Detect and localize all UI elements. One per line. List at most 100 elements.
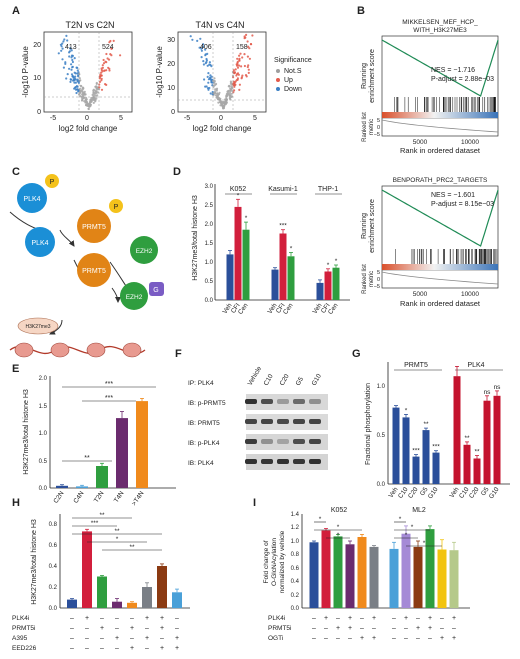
plk4-node-2-label: PLK4 <box>31 240 48 247</box>
e-ytick: 1.0 <box>39 431 48 437</box>
volcano-point <box>249 43 253 46</box>
significance-label: * <box>237 192 240 199</box>
gsea-2-rl-tick: −5 <box>374 284 380 290</box>
treatment-matrix-cell: – <box>175 625 179 632</box>
bar <box>226 254 234 300</box>
d-ytick: 2.0 <box>205 222 214 228</box>
bar <box>127 602 137 609</box>
volcano-point <box>243 37 246 40</box>
volcano-point <box>88 105 91 108</box>
treatment-matrix-cell: + <box>85 615 89 622</box>
volcano-1-ytick: 20 <box>33 42 41 49</box>
treatment-matrix-cell: + <box>175 645 179 652</box>
phosphate-1-label: P <box>50 179 55 186</box>
g-ytick: 0.0 <box>377 482 386 488</box>
volcano-point <box>224 100 228 104</box>
panel-g-letter: G <box>352 348 361 360</box>
h-treatment-label: PRMT5i <box>12 625 35 632</box>
x-tick-label: CFI <box>230 302 242 315</box>
volcano-point <box>229 80 232 83</box>
h-ytick: 0.2 <box>49 585 58 591</box>
treatment-matrix-cell: – <box>312 615 316 622</box>
gsea-2-enrichment-curve <box>381 189 499 247</box>
volcano-2-xlabel: log2 fold change <box>193 124 252 133</box>
treatment-matrix-cell: + <box>452 635 456 642</box>
prmt5-node-1 <box>77 209 111 243</box>
volcano-point <box>208 61 211 64</box>
treatment-matrix-cell: + <box>160 645 164 652</box>
x-tick-label: CFI <box>275 302 287 315</box>
volcano-point <box>202 63 205 66</box>
blot-lane-label: G10 <box>311 373 323 387</box>
volcano-point <box>234 80 237 83</box>
volcano-point <box>70 68 73 71</box>
i-ytick: 0.2 <box>291 593 300 599</box>
volcano-point <box>68 55 71 58</box>
volcano-point <box>69 47 72 50</box>
bar <box>234 206 242 300</box>
nucleosome <box>50 342 70 358</box>
volcano-point <box>241 56 244 59</box>
volcano-point <box>202 60 205 63</box>
gsea-1-rl-tick: −5 <box>374 132 380 138</box>
volcano-point <box>81 97 84 100</box>
volcano-point <box>204 85 207 88</box>
e-ytick: 2.0 <box>39 376 48 382</box>
volcano-point <box>230 92 233 95</box>
blot-band <box>309 439 321 444</box>
d-group-label: THP-1 <box>318 186 338 193</box>
volcano-point <box>87 104 90 107</box>
significance-label: ** <box>464 435 470 442</box>
volcano-point <box>95 92 98 95</box>
volcano-point <box>84 100 87 104</box>
volcano-point <box>70 49 73 52</box>
treatment-matrix-cell: – <box>130 635 134 642</box>
g-ytick: 1.0 <box>377 384 386 390</box>
bar <box>425 529 435 608</box>
volcano-point <box>217 101 220 104</box>
i-group-label: K052 <box>331 507 347 514</box>
blot-band <box>261 439 273 444</box>
volcano-point <box>243 64 246 68</box>
volcano-2-xtick: 5 <box>253 115 257 122</box>
treatment-matrix-cell: – <box>145 645 149 652</box>
d-group-label: Kasumi-1 <box>268 186 298 193</box>
volcano-point <box>99 75 102 78</box>
x-tick-label: G5 <box>419 486 430 497</box>
volcano-point <box>63 38 66 41</box>
bar <box>453 376 461 484</box>
bar <box>279 233 287 300</box>
volcano-point <box>191 38 194 41</box>
bar <box>96 466 108 488</box>
chart-i: Fold change of O-GlcNAcylation normalize… <box>263 507 470 642</box>
treatment-matrix-cell: – <box>130 615 134 622</box>
treatment-matrix-cell: – <box>324 635 328 642</box>
plk4-node-1-label: PLK4 <box>23 196 40 203</box>
ezh2-node-2 <box>120 282 148 310</box>
x-tick-label: Cen <box>327 302 340 316</box>
volcano-point <box>246 55 249 58</box>
treatment-matrix-cell: – <box>312 635 316 642</box>
h-ytick: 0.0 <box>49 606 58 612</box>
blot-row-label: IP: PLK4 <box>188 380 214 387</box>
volcano-point <box>89 103 92 106</box>
treatment-matrix-cell: + <box>416 625 420 632</box>
i-ytick: 0.6 <box>291 566 300 572</box>
treatment-matrix-cell: – <box>416 635 420 642</box>
gsea-2-rank-gradient <box>382 264 498 270</box>
bar <box>412 456 420 484</box>
volcano-point <box>98 86 101 89</box>
treatment-matrix-cell: + <box>372 635 376 642</box>
volcano-point <box>246 40 249 43</box>
significance-label: * <box>116 536 119 543</box>
gsea-2-xtick: 10000 <box>461 291 479 298</box>
pathway-diagram: PLK4 P PLK4 PRMT5 P EZH2 PRMT5 EZH2 G H3… <box>9 174 164 358</box>
g-ylabel: Fractional phosphorylation <box>365 383 372 465</box>
volcano-point <box>100 77 103 80</box>
d-ylabel: H3K27me3/total histone H3 <box>192 195 199 281</box>
treatment-matrix-cell: + <box>145 635 149 642</box>
treatment-matrix-cell: – <box>324 625 328 632</box>
treatment-matrix-cell: – <box>336 615 340 622</box>
gsea-plot-2: BENPORATH_PRC2_TARGETS NES = −1.601 P-ad… <box>361 177 499 308</box>
